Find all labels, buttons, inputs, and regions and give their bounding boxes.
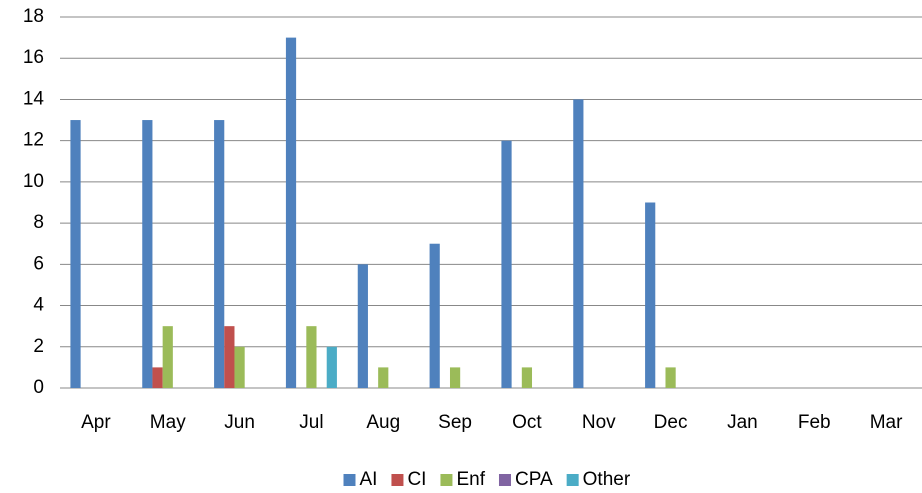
legend-label: CI	[407, 469, 426, 490]
y-tick-label: 4	[33, 295, 44, 316]
legend-label: CPA	[515, 469, 553, 490]
bar	[449, 367, 461, 388]
legend-label: Enf	[456, 469, 485, 490]
bar	[378, 367, 389, 388]
x-tick-label: Aug	[366, 412, 400, 433]
y-tick-label: 18	[23, 6, 44, 27]
y-tick-label: 2	[33, 336, 44, 357]
bar	[429, 243, 440, 388]
x-tick-label: Jan	[727, 412, 758, 433]
legend-label: AI	[360, 469, 378, 490]
bar	[234, 346, 245, 388]
y-tick-label: 0	[33, 377, 44, 398]
y-tick-label: 8	[33, 212, 44, 233]
bar	[665, 367, 676, 388]
x-tick-label: Jun	[224, 412, 255, 433]
y-tick-label: 16	[23, 47, 44, 68]
bar	[306, 326, 317, 388]
bar	[214, 120, 225, 389]
legend-label: Other	[583, 469, 631, 490]
bar	[573, 99, 584, 388]
bar	[357, 264, 368, 388]
bar	[326, 346, 337, 388]
legend-swatch	[440, 474, 453, 486]
bar	[142, 120, 153, 389]
x-tick-label: Jul	[299, 412, 323, 433]
y-tick-label: 10	[23, 171, 44, 192]
legend-swatch	[566, 474, 579, 486]
legend-swatch	[343, 474, 356, 486]
bar	[224, 326, 235, 388]
x-tick-label: Oct	[512, 412, 542, 433]
y-tick-label: 12	[23, 130, 44, 151]
y-tick-label: 6	[33, 253, 44, 274]
bar	[645, 202, 656, 388]
x-tick-label: Dec	[654, 412, 688, 433]
bar	[285, 37, 297, 388]
y-tick-label: 14	[23, 88, 45, 109]
bar	[152, 367, 163, 388]
x-tick-label: Feb	[798, 412, 831, 433]
x-tick-label: Sep	[438, 412, 472, 433]
bar	[521, 367, 533, 388]
x-tick-label: Nov	[582, 412, 616, 433]
legend-swatch	[391, 474, 404, 486]
bar	[70, 120, 81, 389]
x-tick-label: May	[150, 412, 186, 433]
x-tick-label: Apr	[81, 412, 111, 433]
bar	[162, 326, 173, 388]
legend-swatch	[498, 474, 511, 486]
bar	[501, 140, 512, 388]
x-tick-label: Mar	[870, 412, 903, 433]
